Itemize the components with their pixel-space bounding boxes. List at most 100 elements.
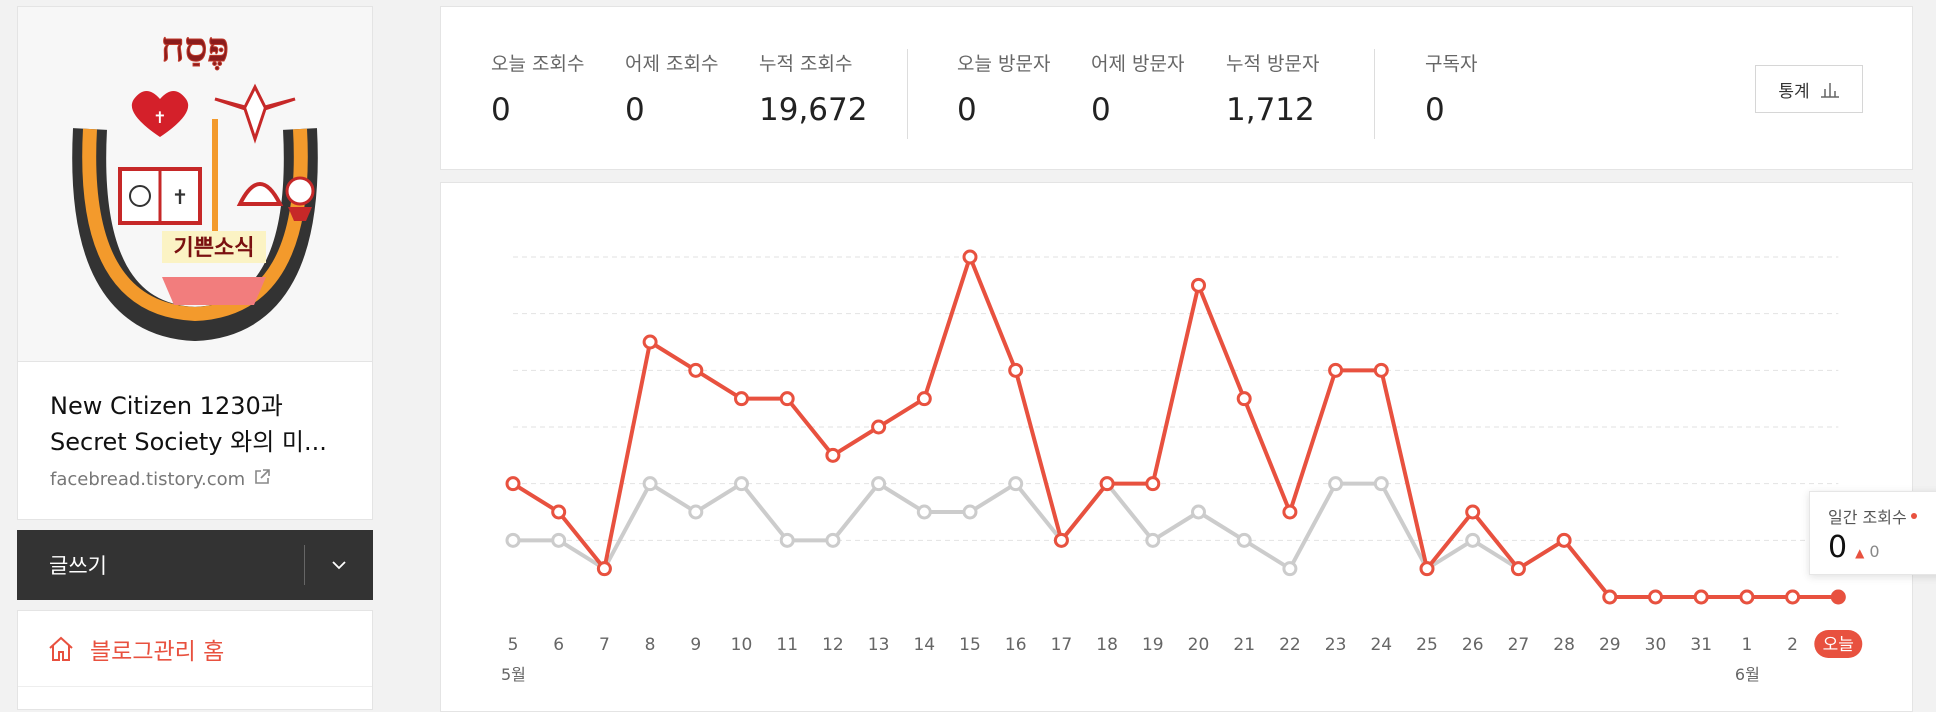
x-tick-label: 1 xyxy=(1741,635,1752,655)
data-point xyxy=(871,419,887,435)
stats-divider xyxy=(1374,49,1375,139)
data-point xyxy=(1419,561,1435,577)
data-point xyxy=(505,532,521,548)
chart-tooltip: 일간 조회수 0 ▲ 0 xyxy=(1809,491,1936,575)
stat-value: 0 xyxy=(1091,92,1111,128)
data-point xyxy=(916,504,932,520)
data-point xyxy=(1145,476,1161,492)
tooltip-label-text: 일간 조회수 xyxy=(1828,508,1907,527)
stat-value: 1,712 xyxy=(1226,92,1315,128)
data-point xyxy=(1510,561,1526,577)
stat-total-views: 누적 조회수 19,672 xyxy=(759,49,867,128)
svg-text:✝: ✝ xyxy=(172,185,189,209)
stat-label: 구독자 xyxy=(1425,53,1478,75)
data-point xyxy=(962,504,978,520)
series-line xyxy=(511,255,1839,599)
x-tick-label: 10 xyxy=(731,635,753,655)
data-point xyxy=(825,532,841,548)
data-point xyxy=(779,391,795,407)
data-point xyxy=(734,391,749,407)
data-point xyxy=(642,334,658,350)
stat-label: 오늘 조회수 xyxy=(491,53,585,75)
x-tick-label: 29 xyxy=(1599,635,1621,655)
blog-url-link[interactable]: facebread.tistory.com xyxy=(50,468,340,491)
x-tick-label: 27 xyxy=(1508,635,1530,655)
x-tick-label: 17 xyxy=(1051,635,1073,655)
data-point xyxy=(1465,504,1481,520)
svg-text:✝: ✝ xyxy=(153,108,166,127)
stat-label: 어제 방문자 xyxy=(1091,53,1185,75)
write-button[interactable]: 글쓰기 xyxy=(49,554,107,578)
data-point xyxy=(1282,561,1298,577)
data-point xyxy=(551,504,567,520)
data-point xyxy=(551,532,567,548)
data-point xyxy=(1008,362,1024,378)
blog-logo[interactable]: פֶּסַח ✝ ✝ 기쁜소식 xyxy=(18,7,372,362)
data-point xyxy=(1282,504,1298,520)
data-point xyxy=(642,476,658,492)
data-point xyxy=(1328,362,1344,378)
write-divider xyxy=(304,545,305,585)
triangle-up-icon: ▲ xyxy=(1855,546,1865,560)
month-label: 5월 xyxy=(501,665,526,684)
admin-menu: 블로그관리 홈 xyxy=(17,610,373,710)
x-tick-label: 16 xyxy=(1005,635,1027,655)
data-point xyxy=(1328,476,1344,492)
x-tick-label: 20 xyxy=(1188,635,1210,655)
data-point xyxy=(1053,532,1069,548)
x-tick-label: 19 xyxy=(1142,635,1164,655)
blog-title-line2: Secret Society 와의 미... xyxy=(50,428,327,456)
x-tick-label: 24 xyxy=(1370,635,1392,655)
stat-today-views: 오늘 조회수 0 xyxy=(491,49,584,128)
x-tick-label: 오늘 xyxy=(1823,635,1854,655)
x-tick-label: 5 xyxy=(508,635,519,655)
svg-text:פֶּסַח: פֶּסַח xyxy=(161,24,229,71)
stat-label: 누적 조회수 xyxy=(759,53,853,75)
data-point xyxy=(1099,476,1115,492)
blog-url-text: facebread.tistory.com xyxy=(50,469,246,490)
stat-total-visitors: 누적 방문자 1,712 xyxy=(1226,49,1319,128)
blog-title[interactable]: New Citizen 1230과 Secret Society 와의 미... xyxy=(50,388,340,460)
x-tick-label: 9 xyxy=(690,635,701,655)
data-point xyxy=(1373,476,1389,492)
chart-canvas: 5 6 7 8 9 10 11 12 13 14 15 16 17 18 19 20 21 22 23 24 25 26 2… xyxy=(501,249,1863,684)
today-badge xyxy=(1814,630,1863,658)
menu-item-admin-home[interactable]: 블로그관리 홈 xyxy=(18,611,372,687)
svg-text:기쁜소식: 기쁜소식 xyxy=(174,236,255,261)
stat-label: 어제 조회수 xyxy=(625,53,719,75)
stat-value: 0 xyxy=(625,92,645,128)
stat-value: 0 xyxy=(491,92,511,128)
external-link-icon xyxy=(253,468,271,491)
series-dot-icon xyxy=(1910,513,1917,519)
stat-label: 누적 방문자 xyxy=(1226,53,1320,75)
sidebar: פֶּסַח ✝ ✝ 기쁜소식 New Citizen xyxy=(17,6,373,710)
x-tick-label: 21 xyxy=(1233,635,1255,655)
stat-today-visitors: 오늘 방문자 0 xyxy=(957,49,1050,128)
data-point xyxy=(688,504,704,520)
data-point xyxy=(688,362,704,378)
tooltip-delta-value: 0 xyxy=(1869,542,1880,561)
x-tick-label: 12 xyxy=(822,635,844,655)
x-tick-label: 23 xyxy=(1325,635,1347,655)
tooltip-value: 0 xyxy=(1828,530,1848,565)
data-point xyxy=(1373,362,1389,378)
stat-value: 0 xyxy=(1425,92,1445,128)
statistics-button-label: 통계 xyxy=(1778,81,1810,102)
write-dropdown-button[interactable] xyxy=(305,530,373,600)
data-point xyxy=(1191,504,1206,520)
data-point xyxy=(1830,589,1846,605)
data-point xyxy=(1236,532,1252,548)
x-tick-label: 2 xyxy=(1787,635,1798,655)
stat-yesterday-visitors: 어제 방문자 0 xyxy=(1091,49,1184,128)
stat-yesterday-views: 어제 조회수 0 xyxy=(625,49,718,128)
statistics-button[interactable]: 통계 xyxy=(1755,65,1863,113)
data-point xyxy=(1191,277,1206,293)
data-point xyxy=(871,476,887,492)
x-tick-label: 8 xyxy=(645,635,656,655)
x-tick-label: 18 xyxy=(1096,635,1118,655)
tooltip-label: 일간 조회수 xyxy=(1828,504,1936,528)
data-point xyxy=(1785,589,1801,605)
data-point xyxy=(779,532,795,548)
home-icon xyxy=(49,636,73,661)
tooltip-delta: ▲ 0 xyxy=(1855,542,1880,561)
